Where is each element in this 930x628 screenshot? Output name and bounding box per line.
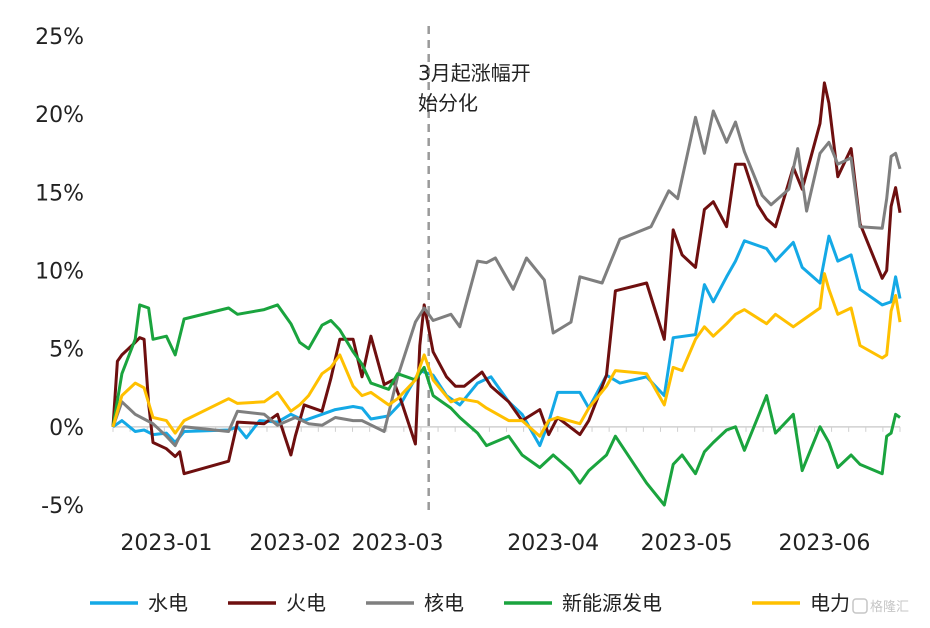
- x-tick-label: 2023-06: [778, 531, 870, 556]
- series-line-2: [111, 109, 902, 448]
- annotation-text-line2: 始分化: [418, 91, 478, 115]
- y-tick-label: 20%: [35, 103, 84, 128]
- y-tick-label: -5%: [41, 494, 84, 519]
- y-tick-label: 10%: [35, 260, 84, 285]
- x-tick-label: 2023-05: [641, 531, 733, 556]
- y-tick-label: 5%: [49, 338, 84, 363]
- series-line-3: [111, 303, 901, 507]
- y-tick-label: 0%: [49, 416, 84, 441]
- legend: 水电 火电 核电 新能源发电 电力: [90, 591, 850, 615]
- y-tick-label: 15%: [35, 181, 84, 206]
- annotation-text-line1: 3月起涨幅开: [418, 61, 531, 85]
- legend-label: 核电: [424, 591, 464, 615]
- watermark: 格隆汇: [852, 598, 909, 615]
- x-tick-label: 2023-04: [507, 531, 599, 556]
- watermark-logo-icon: [852, 598, 868, 614]
- series-line-0: [112, 234, 902, 448]
- x-tick-label: 2023-02: [249, 531, 341, 556]
- y-axis-ticks: -5% 0% 5% 10% 15% 20% 25%: [35, 25, 84, 519]
- x-tick-label: 2023-01: [120, 531, 212, 556]
- y-tick-label: 25%: [35, 25, 84, 50]
- legend-label: 新能源发电: [562, 591, 662, 615]
- x-axis-ticks: 2023-01 2023-02 2023-03 2023-04 2023-05 2023-…: [112, 426, 901, 556]
- series-lines: [111, 81, 902, 507]
- legend-label: 火电: [286, 591, 326, 615]
- legend-label: 电力: [810, 591, 850, 615]
- legend-label: 水电: [148, 591, 188, 615]
- series-line-4: [111, 272, 902, 438]
- watermark-text: 格隆汇: [870, 599, 909, 615]
- series-line-1: [111, 81, 902, 476]
- x-tick-label: 2023-03: [352, 531, 444, 556]
